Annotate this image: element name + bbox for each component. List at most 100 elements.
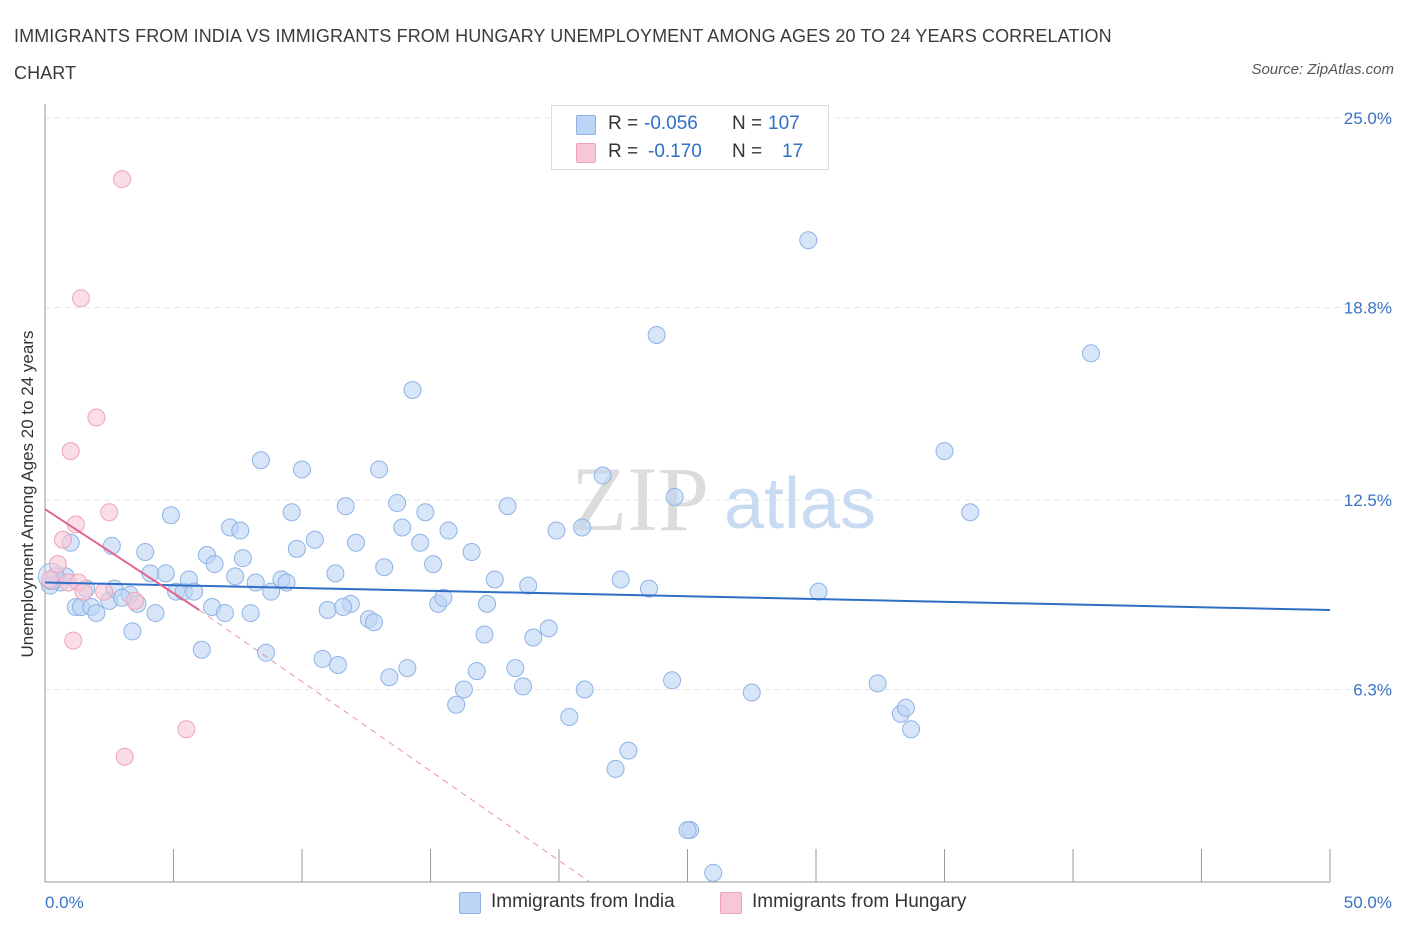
india-points [37, 231, 1100, 882]
india-point [334, 597, 353, 616]
axes [44, 104, 1331, 883]
chart-title: IMMIGRANTS FROM INDIA VS IMMIGRANTS FROM… [14, 26, 1112, 83]
legend-label-india: Immigrants from India [491, 891, 675, 912]
india-point [575, 680, 594, 699]
hungary-point [113, 170, 132, 189]
india-point [185, 582, 204, 601]
india-point [318, 601, 337, 620]
india-point [809, 582, 828, 601]
legend-r-label: R = [608, 141, 639, 162]
hungary-point [48, 555, 67, 574]
y-tick-label: 18.8% [1344, 298, 1392, 317]
hungary-point [95, 582, 114, 601]
india-point [678, 821, 697, 840]
india-point [560, 707, 579, 726]
y-tick-label: 6.3% [1353, 680, 1392, 699]
india-point [246, 573, 265, 592]
india-point [434, 588, 453, 607]
watermark: ZIP atlas [571, 448, 876, 550]
india-point [411, 533, 430, 552]
hungary-point [71, 289, 90, 308]
india-point [454, 680, 473, 699]
india-point [462, 542, 481, 561]
india-point [619, 741, 638, 760]
india-point [896, 698, 915, 717]
india-point [478, 594, 497, 613]
hungary-point [41, 570, 60, 589]
legend-n-value-hungary: 17 [782, 141, 804, 162]
hungary-point [125, 591, 144, 610]
india-point [519, 576, 538, 595]
india-point [388, 494, 407, 513]
india-point [439, 521, 458, 540]
hungary-point [64, 631, 83, 650]
india-point [799, 231, 818, 250]
india-point [393, 518, 412, 537]
india-point [639, 579, 658, 598]
india-point [547, 521, 566, 540]
india-point [287, 539, 306, 558]
india-point [573, 518, 592, 537]
india-point [313, 649, 332, 668]
india-point [293, 460, 311, 479]
legend-label-hungary: Immigrants from Hungary [752, 891, 967, 912]
india-trend-line [44, 581, 1331, 612]
legend-n-value-india: 107 [768, 113, 800, 134]
india-point [611, 570, 630, 589]
india-point [136, 542, 155, 561]
india-point [215, 604, 234, 623]
india-point [161, 506, 180, 525]
legend-swatch-hungary [576, 143, 596, 163]
india-point [606, 759, 625, 778]
india-point [380, 668, 399, 687]
india-point [375, 558, 394, 577]
legend-swatch-hungary [720, 892, 742, 914]
india-point [123, 622, 142, 641]
india-point [403, 380, 422, 399]
india-point [902, 720, 921, 739]
india-point [475, 625, 494, 644]
india-point [87, 604, 106, 623]
hungary-trend-extension [198, 609, 591, 883]
india-point [447, 695, 466, 714]
india-point [305, 530, 324, 549]
india-point [241, 604, 260, 623]
india-point [961, 503, 980, 522]
watermark-atlas: atlas [724, 464, 876, 544]
series-legend: Immigrants from India Immigrants from Hu… [0, 888, 1406, 918]
grid-lines [45, 117, 1392, 690]
india-point [704, 863, 723, 882]
india-point [233, 549, 252, 568]
india-point [514, 677, 533, 696]
x-tick-label: 0.0% [45, 893, 84, 912]
legend-n-label: N = [732, 113, 763, 134]
india-point [251, 451, 270, 470]
india-point [935, 442, 954, 461]
india-point [467, 662, 486, 681]
india-point [868, 674, 887, 693]
india-point [370, 460, 389, 479]
hungary-point [115, 747, 134, 766]
india-point [424, 555, 443, 574]
india-point [647, 325, 666, 344]
x-tick-label: 50.0% [1344, 893, 1392, 912]
india-point [231, 521, 250, 540]
india-point [257, 643, 276, 662]
hungary-point [87, 408, 106, 427]
india-point [192, 640, 211, 659]
india-point [665, 487, 684, 506]
hungary-point [74, 582, 93, 601]
india-point [156, 564, 175, 583]
india-point [416, 503, 435, 522]
tick-labels: 6.3% 12.5% 18.8% 25.0% 0.0% 50.0% [45, 109, 1392, 912]
watermark-zip: ZIP [571, 448, 709, 550]
y-tick-label: 25.0% [1344, 109, 1392, 128]
legend-r-value-india: -0.056 [644, 113, 698, 134]
legend-n-label: N = [732, 141, 763, 162]
trend-lines [44, 508, 1331, 883]
india-point [364, 613, 383, 632]
y-tick-label: 12.5% [1344, 491, 1392, 510]
india-point [328, 656, 347, 675]
india-point [346, 533, 365, 552]
legend-r-label: R = [608, 113, 639, 134]
